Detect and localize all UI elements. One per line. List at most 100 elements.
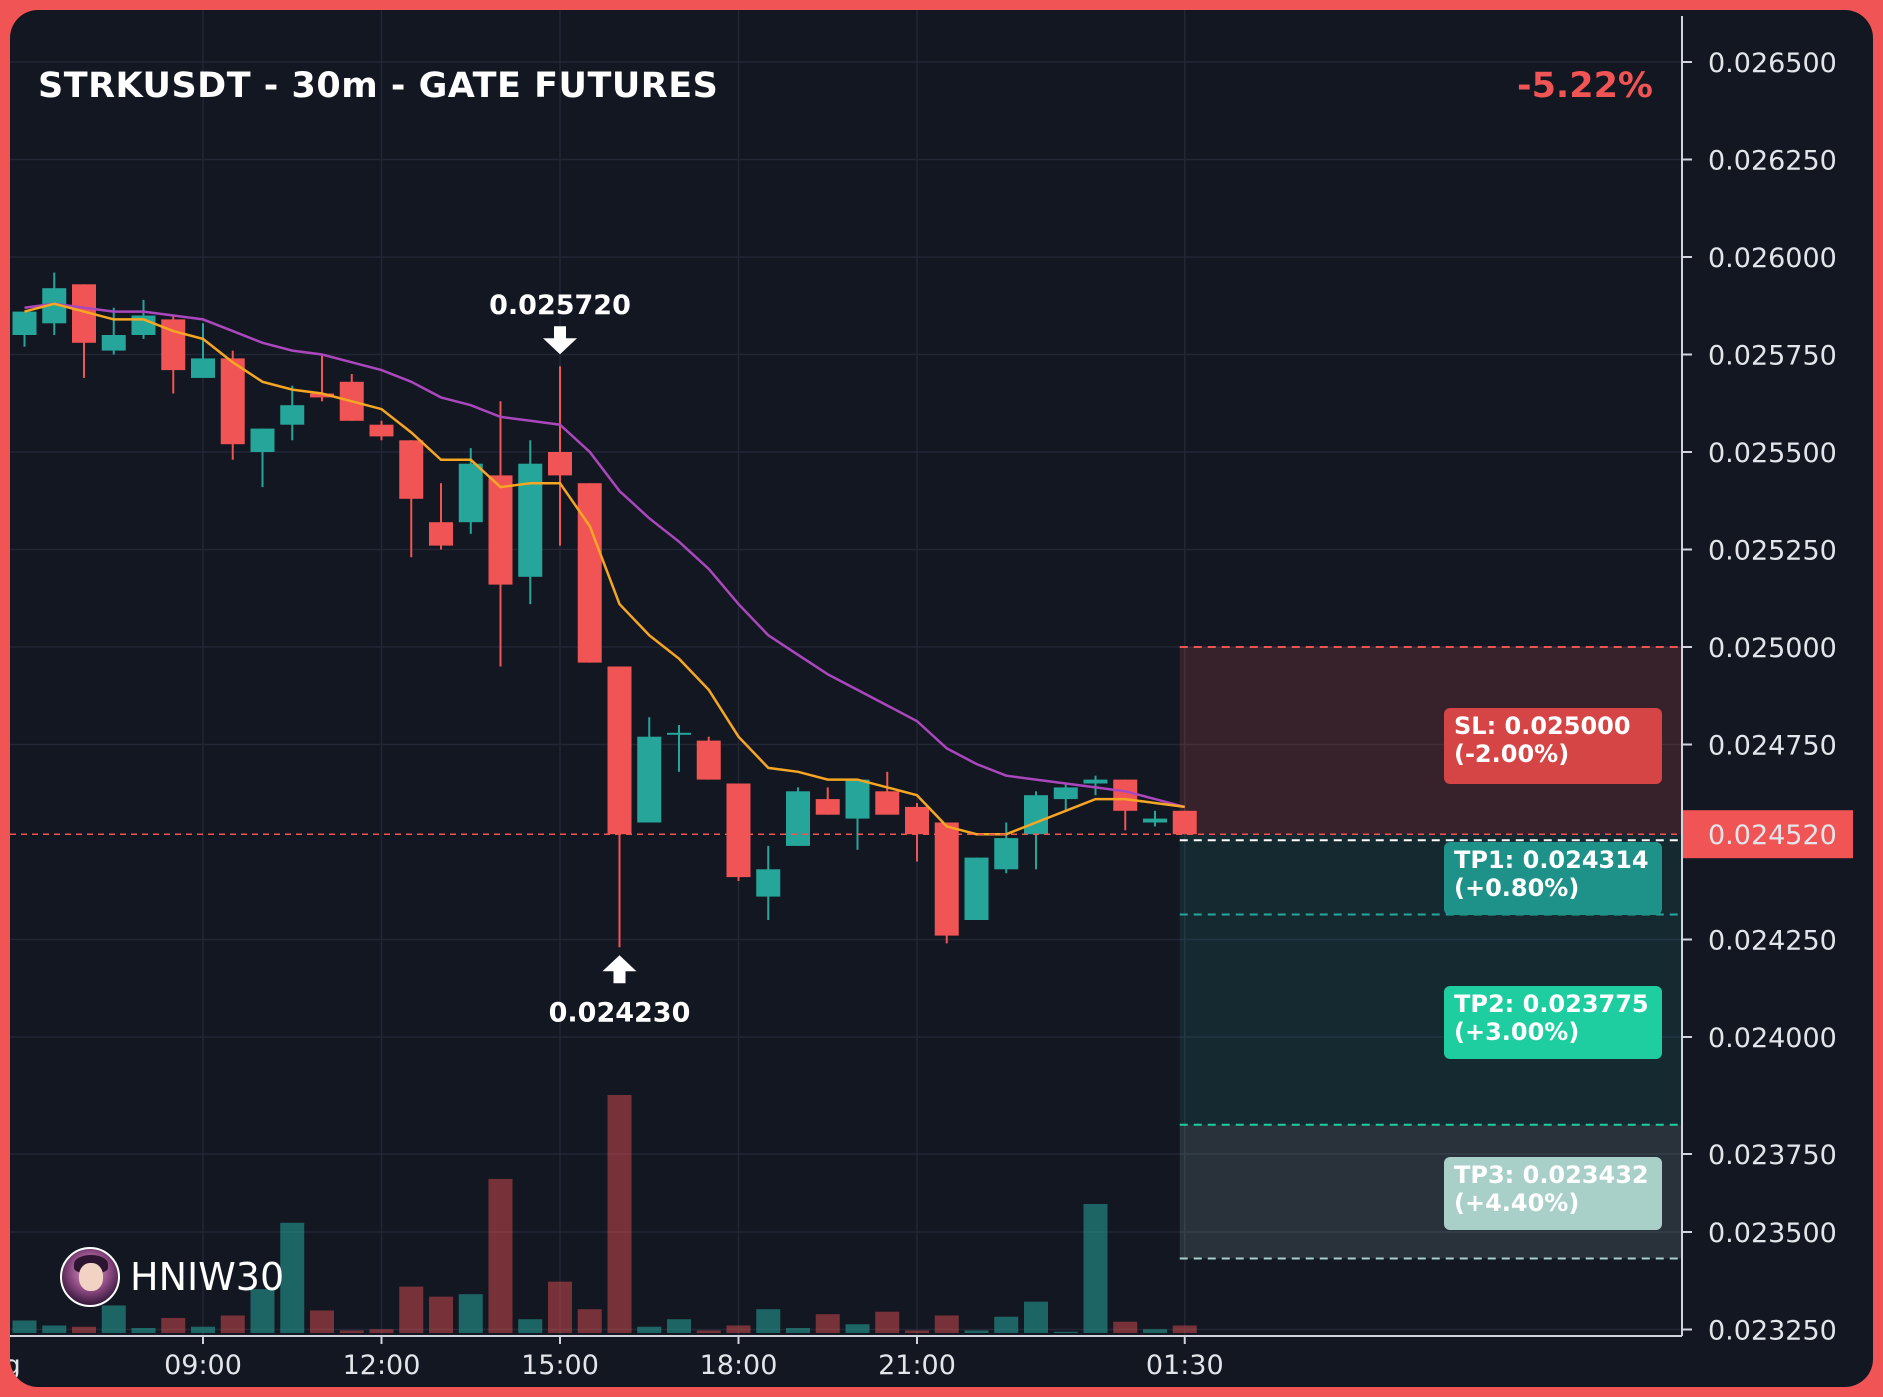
volume-bar — [280, 1222, 305, 1333]
chart-title: STRKUSDT - 30m - GATE FUTURES — [38, 66, 719, 106]
volume-bar — [488, 1178, 513, 1333]
volume-bar — [845, 1324, 870, 1333]
candle-body — [399, 440, 424, 499]
volume-bar — [875, 1311, 900, 1333]
price-change: -5.22% — [1517, 66, 1653, 106]
price-tick-label: 0.026250 — [1708, 146, 1837, 177]
candle-body — [429, 522, 453, 546]
volume-bar — [696, 1330, 721, 1333]
take-profit-2-label: TP2: 0.023775 (+3.00%) — [1444, 986, 1662, 1059]
price-tick-label: 0.026000 — [1708, 243, 1837, 274]
volume-bar — [250, 1289, 275, 1333]
volume-bars — [12, 1095, 1197, 1333]
volume-bar — [131, 1327, 156, 1333]
ema-fast-line — [24, 302, 1185, 836]
stop-loss-label: SL: 0.025000 (-2.00%) — [1444, 708, 1662, 784]
time-tick-label: 12:00 — [343, 1350, 421, 1381]
tp2-price: TP2: 0.023775 — [1454, 990, 1649, 1018]
candle-body — [12, 311, 37, 335]
volume-bar — [518, 1319, 543, 1333]
candle-body — [607, 666, 632, 835]
volume-bar — [964, 1330, 989, 1333]
volume-bar — [607, 1095, 632, 1333]
volume-bar — [1172, 1325, 1197, 1333]
up-arrow-icon — [602, 955, 637, 984]
candle-body — [667, 732, 691, 735]
candle-body — [934, 822, 959, 936]
candle-body — [815, 799, 840, 815]
candle-body — [458, 463, 483, 523]
volume-bar — [756, 1309, 781, 1333]
price-tick-label: 0.024000 — [1708, 1023, 1837, 1054]
price-axis[interactable]: 0.026500 0.026250 0.026000 0.025750 0.025500… — [1681, 16, 1853, 1347]
volume-bar — [369, 1329, 394, 1333]
price-tick-label: 0.025250 — [1708, 536, 1837, 567]
candle-body — [369, 424, 394, 437]
candle-body — [1172, 810, 1197, 835]
tp1-price: TP1: 0.024314 — [1454, 846, 1649, 874]
volume-bar — [220, 1315, 245, 1333]
time-tick-label: 18:00 — [700, 1350, 778, 1381]
volume-bar — [191, 1326, 215, 1333]
price-tick-label: 0.023250 — [1708, 1316, 1837, 1347]
current-price-tag — [1683, 810, 1853, 859]
chart-frame: 0.025720 0.024230 0.026500 0.026250 0.02600… — [10, 10, 1873, 1387]
volume-bar — [786, 1327, 810, 1333]
candle-body — [220, 358, 245, 445]
candle-body — [637, 736, 662, 823]
time-tick-label: ug — [10, 1350, 21, 1381]
candle-body — [1143, 818, 1167, 823]
candle-body — [518, 463, 543, 577]
volume-bar — [1024, 1301, 1048, 1333]
high-price-label: 0.025720 — [489, 290, 631, 321]
price-tick-label: 0.024250 — [1708, 926, 1837, 957]
price-tick-label: 0.025000 — [1708, 633, 1837, 664]
price-tick-label: 0.026500 — [1708, 48, 1837, 79]
time-axis[interactable]: ug 09:00 12:00 15:00 18:00 21:00 01:30 — [10, 1335, 1682, 1381]
volume-bar — [815, 1314, 840, 1333]
candle-body — [1083, 779, 1108, 784]
down-arrow-icon — [543, 326, 577, 355]
time-tick-label: 15:00 — [521, 1350, 599, 1381]
sl-percent: (-2.00%) — [1454, 740, 1570, 768]
time-tick-label: 21:00 — [878, 1350, 956, 1381]
candle-body — [905, 806, 929, 835]
candle-body — [875, 791, 900, 815]
volume-bar — [161, 1317, 186, 1333]
volume-bar — [310, 1310, 334, 1333]
avatar — [60, 1247, 120, 1307]
brand-name: HNIW30 — [130, 1255, 285, 1299]
candle-body — [310, 393, 334, 398]
volume-bar — [577, 1309, 602, 1333]
volume-bar — [994, 1316, 1019, 1333]
candle-body — [994, 838, 1019, 870]
price-tick-label: 0.025750 — [1708, 341, 1837, 372]
volume-bar — [458, 1294, 483, 1333]
volume-bar — [399, 1286, 424, 1333]
brand-watermark: HNIW30 — [60, 1246, 284, 1308]
volume-bar — [1113, 1321, 1138, 1333]
volume-bar — [339, 1330, 364, 1333]
volume-bar — [1143, 1329, 1167, 1333]
price-annotations: 0.025720 0.024230 — [489, 290, 690, 1028]
volume-bar — [12, 1320, 37, 1333]
tp3-percent: (+4.40%) — [1454, 1189, 1580, 1217]
volume-bar — [42, 1325, 67, 1333]
time-tick-label: 01:30 — [1146, 1350, 1224, 1381]
price-tick-label: 0.025500 — [1708, 438, 1837, 469]
price-chart[interactable]: 0.025720 0.024230 0.026500 0.026250 0.02600… — [10, 10, 1873, 1387]
sl-price: SL: 0.025000 — [1454, 712, 1631, 740]
time-tick-label: 09:00 — [164, 1350, 242, 1381]
candle-body — [696, 740, 721, 780]
candle-body — [726, 783, 751, 878]
candle-body — [786, 791, 810, 846]
low-price-label: 0.024230 — [549, 997, 691, 1028]
candle-body — [101, 335, 126, 351]
volume-bar — [1053, 1331, 1078, 1333]
candle-body — [845, 779, 870, 819]
level-lines — [10, 646, 1682, 1260]
price-tick-label: 0.023750 — [1708, 1140, 1837, 1171]
volume-bar — [548, 1281, 572, 1333]
price-tick-label: 0.024520 — [1708, 820, 1837, 851]
candle-body — [1024, 795, 1048, 835]
